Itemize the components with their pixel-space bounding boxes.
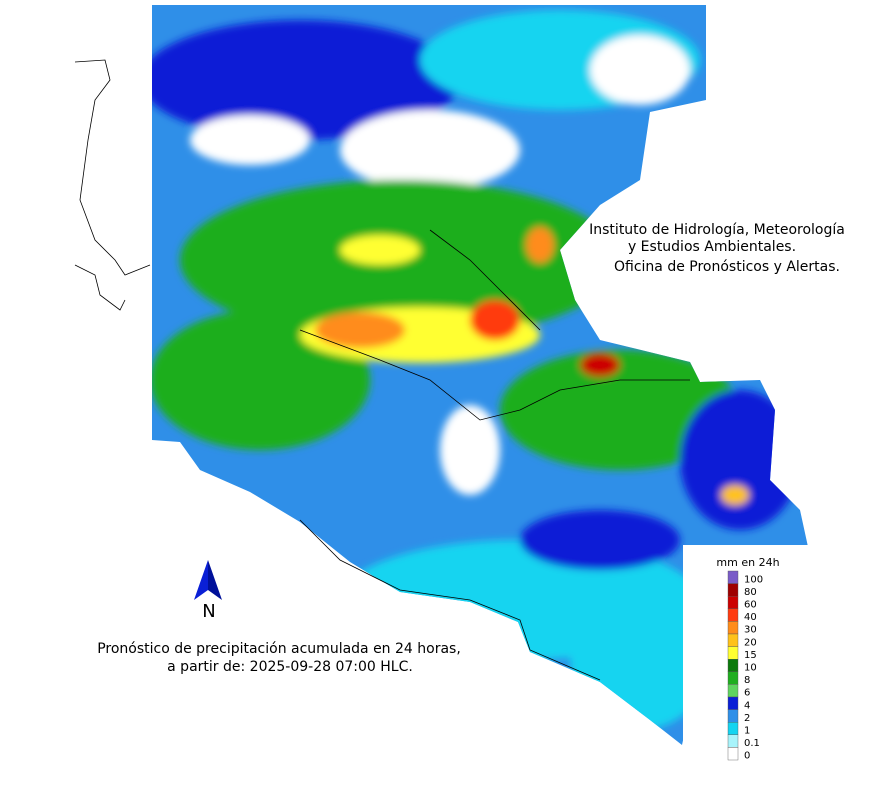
header-line: y Estudios Ambientales. <box>628 239 796 255</box>
north-arrow: N <box>194 560 222 622</box>
legend-swatch <box>727 684 739 698</box>
legend-label: 0 <box>744 751 750 762</box>
legend-label: 100 <box>744 574 763 585</box>
legend-swatch <box>727 671 739 685</box>
legend-box <box>683 545 810 761</box>
institute-header: Instituto de Hidrología, Meteorología y … <box>589 222 845 275</box>
legend-label: 2 <box>744 713 750 724</box>
legend-title: mm en 24h <box>716 556 779 569</box>
legend-label: 6 <box>744 688 750 699</box>
legend-swatch <box>727 608 739 622</box>
legend-swatch <box>727 696 739 710</box>
legend-label: 0.1 <box>744 738 760 749</box>
north-arrow-right <box>208 560 222 600</box>
legend-label: 30 <box>744 625 757 636</box>
legend-label: 20 <box>744 637 757 648</box>
borders <box>74 59 690 681</box>
legend-swatch <box>727 722 739 736</box>
legend-label: 4 <box>744 700 750 711</box>
legend-swatch <box>727 734 739 748</box>
caption-line: a partir de: 2025-09-28 07:00 HLC. <box>167 659 413 675</box>
legend-swatch <box>727 621 739 635</box>
header-line: Oficina de Pronósticos y Alertas. <box>614 259 840 275</box>
north-arrow-left <box>194 560 208 600</box>
legend-label: 1 <box>744 726 750 737</box>
legend-swatch <box>727 646 739 660</box>
legend-label: 40 <box>744 612 757 623</box>
header-line: Instituto de Hidrología, Meteorología <box>589 222 845 238</box>
north-label: N <box>202 601 215 622</box>
legend-label: 10 <box>744 663 757 674</box>
legend-swatch <box>727 709 739 723</box>
legend-swatch <box>727 633 739 647</box>
legend-label: 8 <box>744 675 750 686</box>
caption-line: Pronóstico de precipitación acumulada en… <box>97 641 461 657</box>
legend-swatch <box>727 570 739 584</box>
caption: Pronóstico de precipitación acumulada en… <box>97 641 461 675</box>
legend-swatch <box>727 583 739 597</box>
legend-swatch <box>727 659 739 673</box>
legend-label: 60 <box>744 600 757 611</box>
legend-swatch <box>727 596 739 610</box>
legend-swatch <box>727 747 739 761</box>
legend-label: 15 <box>744 650 757 661</box>
legend-label: 80 <box>744 587 757 598</box>
